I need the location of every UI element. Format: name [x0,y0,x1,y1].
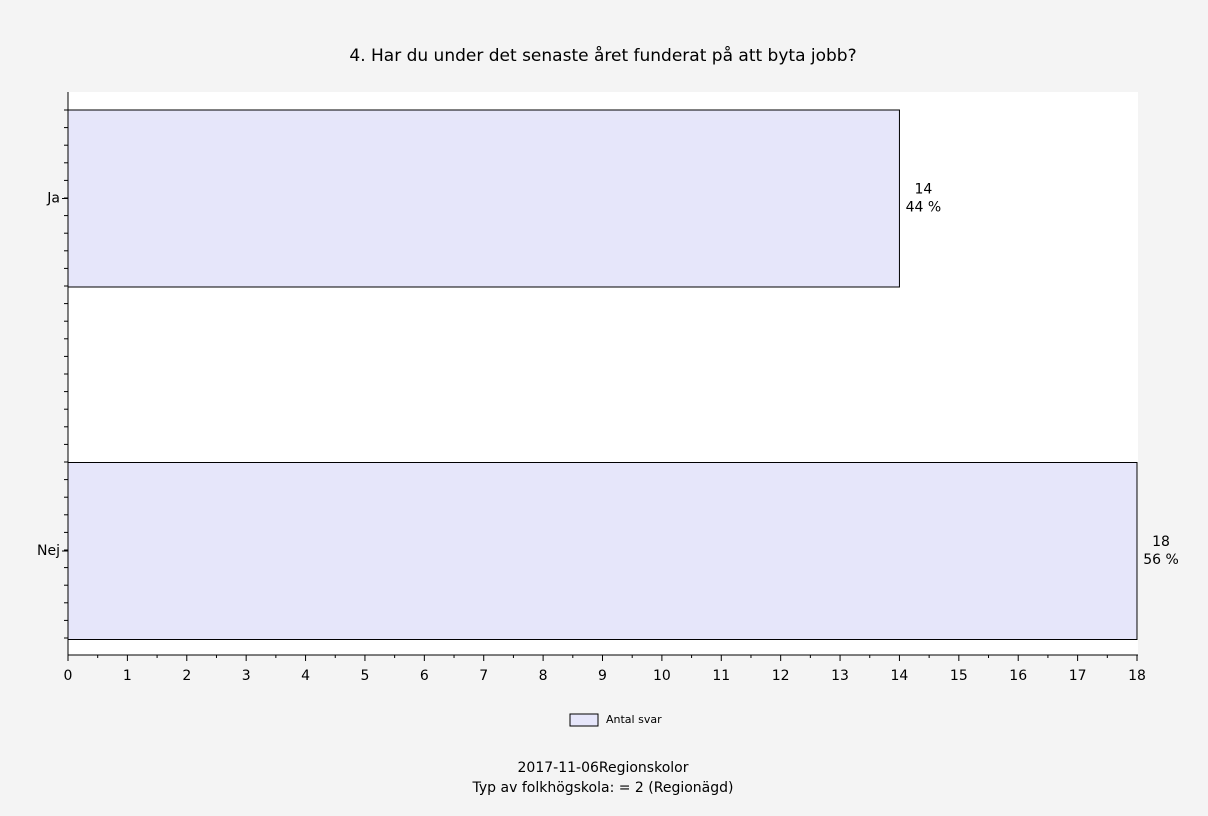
x-tick-label: 10 [653,668,671,684]
x-tick-label: 5 [360,668,369,684]
x-tick-label: 8 [539,668,548,684]
footer-text: Typ av folkhögskola: = 2 (Regionägd) [472,780,734,796]
x-tick-label: 7 [479,668,488,684]
x-tick-label: 14 [891,668,909,684]
legend-text: Antal svar [606,713,662,726]
x-tick-label: 3 [242,668,251,684]
x-tick-label: 1 [123,668,132,684]
bar [67,109,900,288]
x-tick-label: 12 [772,668,790,684]
bar [67,462,1138,640]
x-tick-label: 4 [301,668,310,684]
x-tick-label: 17 [1069,668,1087,684]
x-tick-label: 16 [1009,668,1027,684]
x-tick-label: 6 [420,668,429,684]
x-tick-label: 0 [64,668,73,684]
x-tick-label: 9 [598,668,607,684]
value-label: 18 [1152,534,1170,550]
value-label: 14 [915,182,933,198]
percentage-label: 56 % [1143,552,1179,568]
x-tick-label: 18 [1128,668,1146,684]
y-tick-label: Ja [46,191,60,207]
legend-swatch [569,713,599,727]
footer-text: 2017-11-06Regionskolor [518,760,689,776]
chart-title: 4. Har du under det senaste året fundera… [349,45,856,66]
x-tick-label: 2 [182,668,191,684]
percentage-label: 44 % [906,200,942,216]
x-tick-label: 13 [831,668,849,684]
x-tick-label: 15 [950,668,968,684]
x-tick-label: 11 [712,668,730,684]
y-tick-label: Nej [37,543,60,559]
